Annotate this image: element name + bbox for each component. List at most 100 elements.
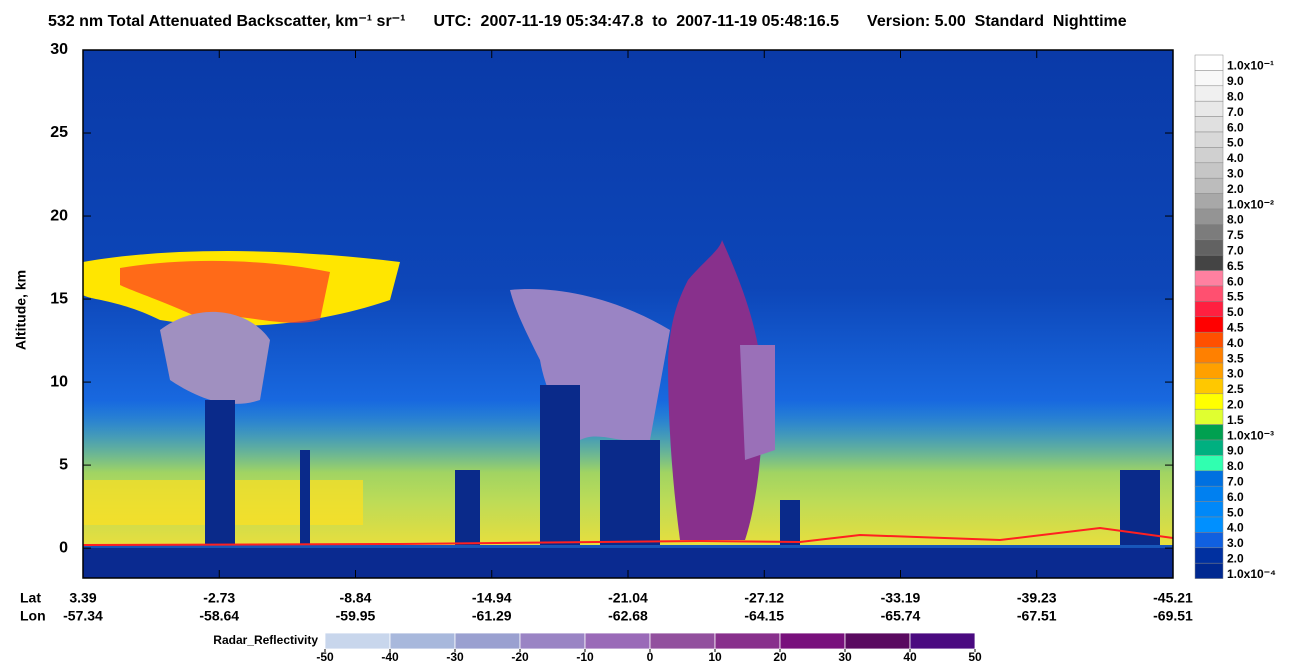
colorbar-label: 4.0 bbox=[1227, 151, 1244, 165]
radar-tick-label: 0 bbox=[647, 650, 654, 664]
radar-swatch bbox=[909, 632, 976, 650]
y-tick-label: 0 bbox=[59, 539, 68, 556]
lat-label: -8.84 bbox=[340, 590, 372, 606]
colorbar-swatch bbox=[1194, 408, 1224, 425]
colorbar-label: 6.0 bbox=[1227, 490, 1244, 504]
y-tick-label: 15 bbox=[50, 290, 68, 307]
lat-label: -21.04 bbox=[608, 590, 648, 606]
x-row-label: Lat bbox=[20, 590, 41, 606]
colorbar-label: 8.0 bbox=[1227, 459, 1244, 473]
colorbar-swatch bbox=[1194, 54, 1224, 71]
colorbar-swatch bbox=[1194, 516, 1224, 533]
radar-swatch bbox=[324, 632, 391, 650]
lon-label: -64.15 bbox=[744, 608, 784, 624]
radar-tick-label: 40 bbox=[903, 650, 917, 664]
lon-label: -57.34 bbox=[63, 608, 103, 624]
colorbar-swatch bbox=[1194, 439, 1224, 456]
radar-tick-label: -50 bbox=[316, 650, 334, 664]
radar-swatch bbox=[714, 632, 781, 650]
lon-label: -61.29 bbox=[472, 608, 512, 624]
curtain bbox=[83, 50, 1173, 578]
radar-tick-label: 10 bbox=[708, 650, 722, 664]
colorbar-label: 9.0 bbox=[1227, 74, 1244, 88]
lon-label: -69.51 bbox=[1153, 608, 1193, 624]
lat-label: -2.73 bbox=[203, 590, 235, 606]
colorbar-swatch bbox=[1194, 424, 1224, 441]
radar-tick-label: -40 bbox=[381, 650, 399, 664]
colorbar-swatch bbox=[1194, 316, 1224, 333]
lat-label: 3.39 bbox=[69, 590, 96, 606]
radar-tick-label: 30 bbox=[838, 650, 852, 664]
colorbar-label: 7.5 bbox=[1227, 228, 1244, 242]
y-tick-label: 20 bbox=[50, 207, 68, 224]
colorbar-swatch bbox=[1194, 147, 1224, 164]
colorbar-label: 4.0 bbox=[1227, 336, 1244, 350]
radar-swatch bbox=[584, 632, 651, 650]
lat-label: -14.94 bbox=[472, 590, 512, 606]
colorbar-label: 7.0 bbox=[1227, 105, 1244, 119]
colorbar-label: 7.0 bbox=[1227, 244, 1244, 258]
colorbar-label: 5.0 bbox=[1227, 136, 1244, 150]
colorbar-swatch bbox=[1194, 347, 1224, 364]
colorbar-label: 7.0 bbox=[1227, 475, 1244, 489]
colorbar-swatch bbox=[1194, 562, 1224, 579]
colorbar-swatch bbox=[1194, 193, 1224, 210]
colorbar-swatch bbox=[1194, 177, 1224, 194]
colorbar-label: 1.0x10⁻¹ bbox=[1227, 59, 1274, 73]
colorbar-label: 3.5 bbox=[1227, 351, 1244, 365]
colorbar-label: 1.0x10⁻⁴ bbox=[1227, 567, 1276, 581]
colorbar-label: 2.0 bbox=[1227, 398, 1244, 412]
colorbar-swatch bbox=[1194, 532, 1224, 549]
colorbar-swatch bbox=[1194, 162, 1224, 179]
lon-label: -65.74 bbox=[881, 608, 921, 624]
colorbar-label: 6.5 bbox=[1227, 259, 1244, 273]
colorbar-swatch bbox=[1194, 239, 1224, 256]
colorbar-swatch bbox=[1194, 224, 1224, 241]
lat-label: -33.19 bbox=[881, 590, 921, 606]
colorbar-label: 3.0 bbox=[1227, 536, 1244, 550]
radar-swatch bbox=[844, 632, 911, 650]
title: 532 nm Total Attenuated Backscatter, km⁻… bbox=[48, 13, 1127, 30]
x-row-label: Lon bbox=[20, 608, 46, 624]
radar-label: Radar_Reflectivity bbox=[213, 633, 318, 647]
colorbar-label: 4.5 bbox=[1227, 321, 1244, 335]
colorbar-swatch bbox=[1194, 485, 1224, 502]
colorbar-swatch bbox=[1194, 331, 1224, 348]
y-tick-label: 30 bbox=[50, 41, 68, 58]
y-tick-label: 5 bbox=[59, 456, 68, 473]
radar-swatch bbox=[389, 632, 456, 650]
colorbar-swatch bbox=[1194, 378, 1224, 395]
radar-swatch bbox=[649, 632, 716, 650]
radar-colorbar: -50 -40 -30 -20 -10 0 10 20 30 40 50 Radar_Reflecti… bbox=[213, 632, 982, 664]
colorbar-swatch bbox=[1194, 362, 1224, 379]
radar-tick-label: 20 bbox=[773, 650, 787, 664]
version: Version: 5.00 Standard Nighttime bbox=[867, 13, 1127, 30]
colorbar-label: 1.5 bbox=[1227, 413, 1244, 427]
colorbar-swatch bbox=[1194, 70, 1224, 87]
radar-tick-label: 50 bbox=[968, 650, 982, 664]
y-tick-label: 25 bbox=[50, 124, 68, 141]
y-axis-label: Altitude, km bbox=[13, 270, 29, 350]
y-tick-label: 10 bbox=[50, 373, 68, 390]
colorbar-swatch bbox=[1194, 393, 1224, 410]
colorbar-label: 6.0 bbox=[1227, 120, 1244, 134]
colorbar: 1.0x10⁻¹9.08.07.06.05.04.03.02.01.0x10⁻²… bbox=[1194, 54, 1276, 581]
colorbar-label: 6.0 bbox=[1227, 274, 1244, 288]
lat-label: -27.12 bbox=[744, 590, 784, 606]
colorbar-label: 2.5 bbox=[1227, 382, 1244, 396]
lon-label: -67.51 bbox=[1017, 608, 1057, 624]
radar-swatch bbox=[454, 632, 521, 650]
time-range: UTC: 2007-11-19 05:34:47.8 to 2007-11-19… bbox=[433, 13, 839, 30]
colorbar-swatch bbox=[1194, 208, 1224, 225]
colorbar-swatch bbox=[1194, 116, 1224, 133]
colorbar-label: 8.0 bbox=[1227, 90, 1244, 104]
colorbar-label: 5.0 bbox=[1227, 305, 1244, 319]
colorbar-swatch bbox=[1194, 501, 1224, 518]
colorbar-label: 1.0x10⁻² bbox=[1227, 197, 1274, 211]
colorbar-label: 3.0 bbox=[1227, 167, 1244, 181]
lon-label: -62.68 bbox=[608, 608, 648, 624]
radar-tick-label: -30 bbox=[446, 650, 464, 664]
colorbar-swatch bbox=[1194, 470, 1224, 487]
colorbar-swatch bbox=[1194, 85, 1224, 102]
